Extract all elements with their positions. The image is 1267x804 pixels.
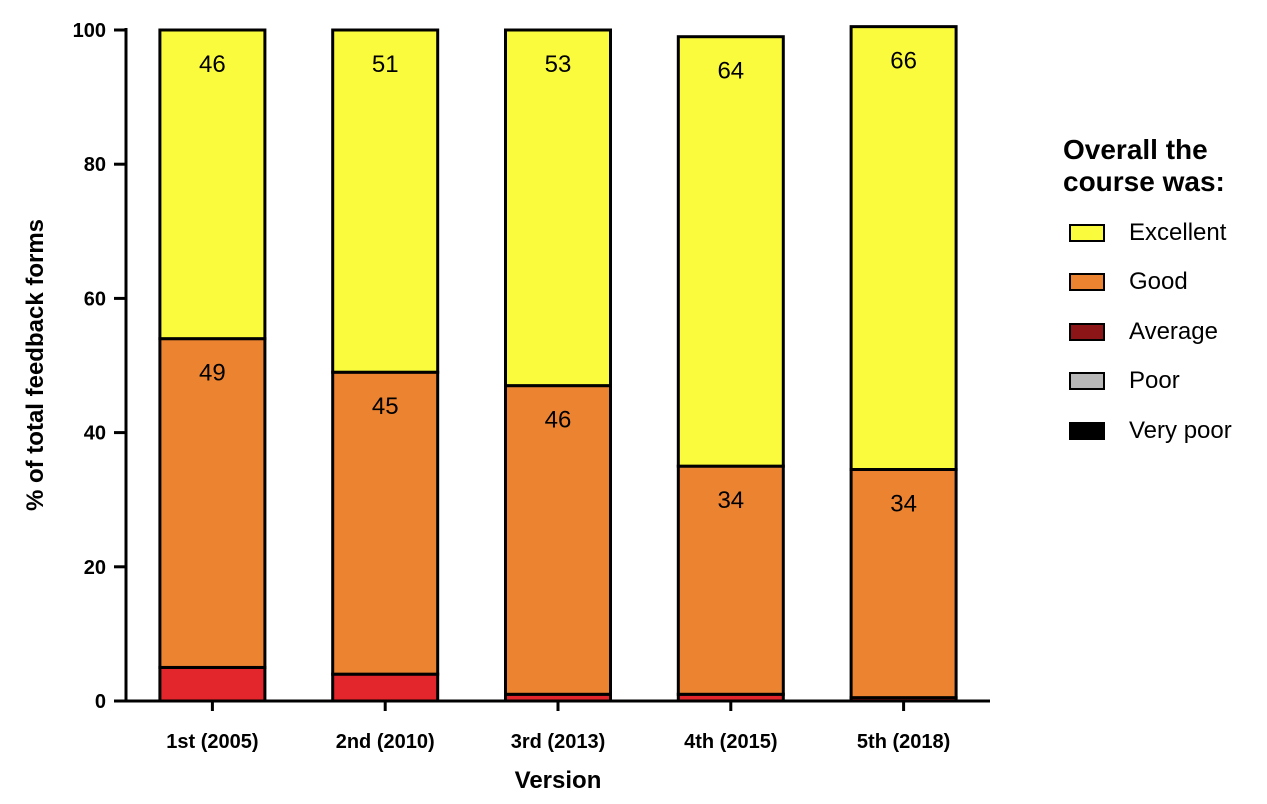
y-tick-label-80: 80	[84, 154, 106, 176]
bar-segment-average-1	[158, 665, 267, 703]
data-label-excellent-2: 51	[372, 51, 399, 78]
y-axis: 0 20 40 60 80 100	[73, 20, 128, 713]
data-label-excellent-4: 64	[717, 58, 744, 85]
x-tick-label-2: 2nd (2010)	[336, 731, 435, 753]
y-tick-label-100: 100	[73, 20, 106, 42]
data-label-good-2: 45	[372, 393, 399, 420]
legend-title: Overall the course was:	[1063, 134, 1263, 198]
data-label-excellent-5: 66	[890, 48, 917, 75]
y-tick-label-60: 60	[84, 288, 106, 310]
bar-segment-good-1	[158, 337, 267, 669]
data-label-good-4: 34	[717, 487, 744, 514]
y-axis-title: % of total feedback forms	[22, 219, 49, 511]
y-tick-label-40: 40	[84, 423, 106, 445]
data-labels-group: 49 46 45 51 46 53 34 64 34 66	[199, 48, 917, 518]
legend-item-very-poor: Very poor	[1063, 406, 1263, 456]
legend-label-poor: Poor	[1129, 367, 1180, 395]
legend-swatch-very-poor	[1069, 421, 1105, 440]
data-label-good-3: 46	[545, 407, 572, 434]
legend-swatch-poor	[1069, 372, 1105, 391]
x-tick-label-1: 1st (2005)	[166, 731, 258, 753]
bar-segment-excellent-5	[849, 25, 958, 472]
x-tick-label-3: 3rd (2013)	[511, 731, 606, 753]
x-tick-label-5: 5th (2018)	[857, 731, 950, 753]
legend-item-excellent: Excellent	[1063, 208, 1263, 258]
legend-item-average: Average	[1063, 307, 1263, 357]
data-label-good-5: 34	[890, 491, 917, 518]
legend-label-excellent: Excellent	[1129, 218, 1227, 246]
legend-swatch-excellent	[1069, 223, 1105, 242]
y-tick-label-20: 20	[84, 557, 106, 579]
legend-item-good: Good	[1063, 258, 1263, 308]
bar-segment-average-2	[331, 672, 440, 703]
x-tick-label-4: 4th (2015)	[684, 731, 777, 753]
data-label-good-1: 49	[199, 360, 226, 387]
legend-swatch-good	[1069, 273, 1105, 292]
bar-segment-good-2	[331, 370, 440, 676]
data-label-excellent-1: 46	[199, 51, 226, 78]
bars-group	[158, 25, 958, 703]
legend-title-line-2: course was:	[1063, 166, 1225, 197]
bar-segment-excellent-3	[504, 28, 612, 388]
bar-segment-excellent-1	[158, 28, 267, 341]
bar-segment-excellent-4	[676, 35, 785, 468]
legend: Overall the course was: Excellent Good A…	[1063, 134, 1263, 456]
x-axis-title: Version	[515, 767, 602, 794]
y-tick-label-0: 0	[95, 691, 106, 713]
bar-segment-good-4	[676, 464, 785, 696]
legend-label-very-poor: Very poor	[1129, 416, 1232, 444]
x-axis: 1st (2005) 2nd (2010) 3rd (2013) 4th (2015)…	[124, 699, 990, 753]
legend-item-poor: Poor	[1063, 357, 1263, 407]
legend-label-average: Average	[1129, 317, 1218, 345]
legend-title-line-1: Overall the	[1063, 134, 1208, 165]
bar-segment-good-3	[504, 384, 612, 696]
bar-segment-excellent-2	[331, 28, 440, 374]
legend-swatch-average	[1069, 322, 1105, 341]
data-label-excellent-3: 53	[545, 51, 572, 78]
legend-label-good: Good	[1129, 268, 1188, 296]
